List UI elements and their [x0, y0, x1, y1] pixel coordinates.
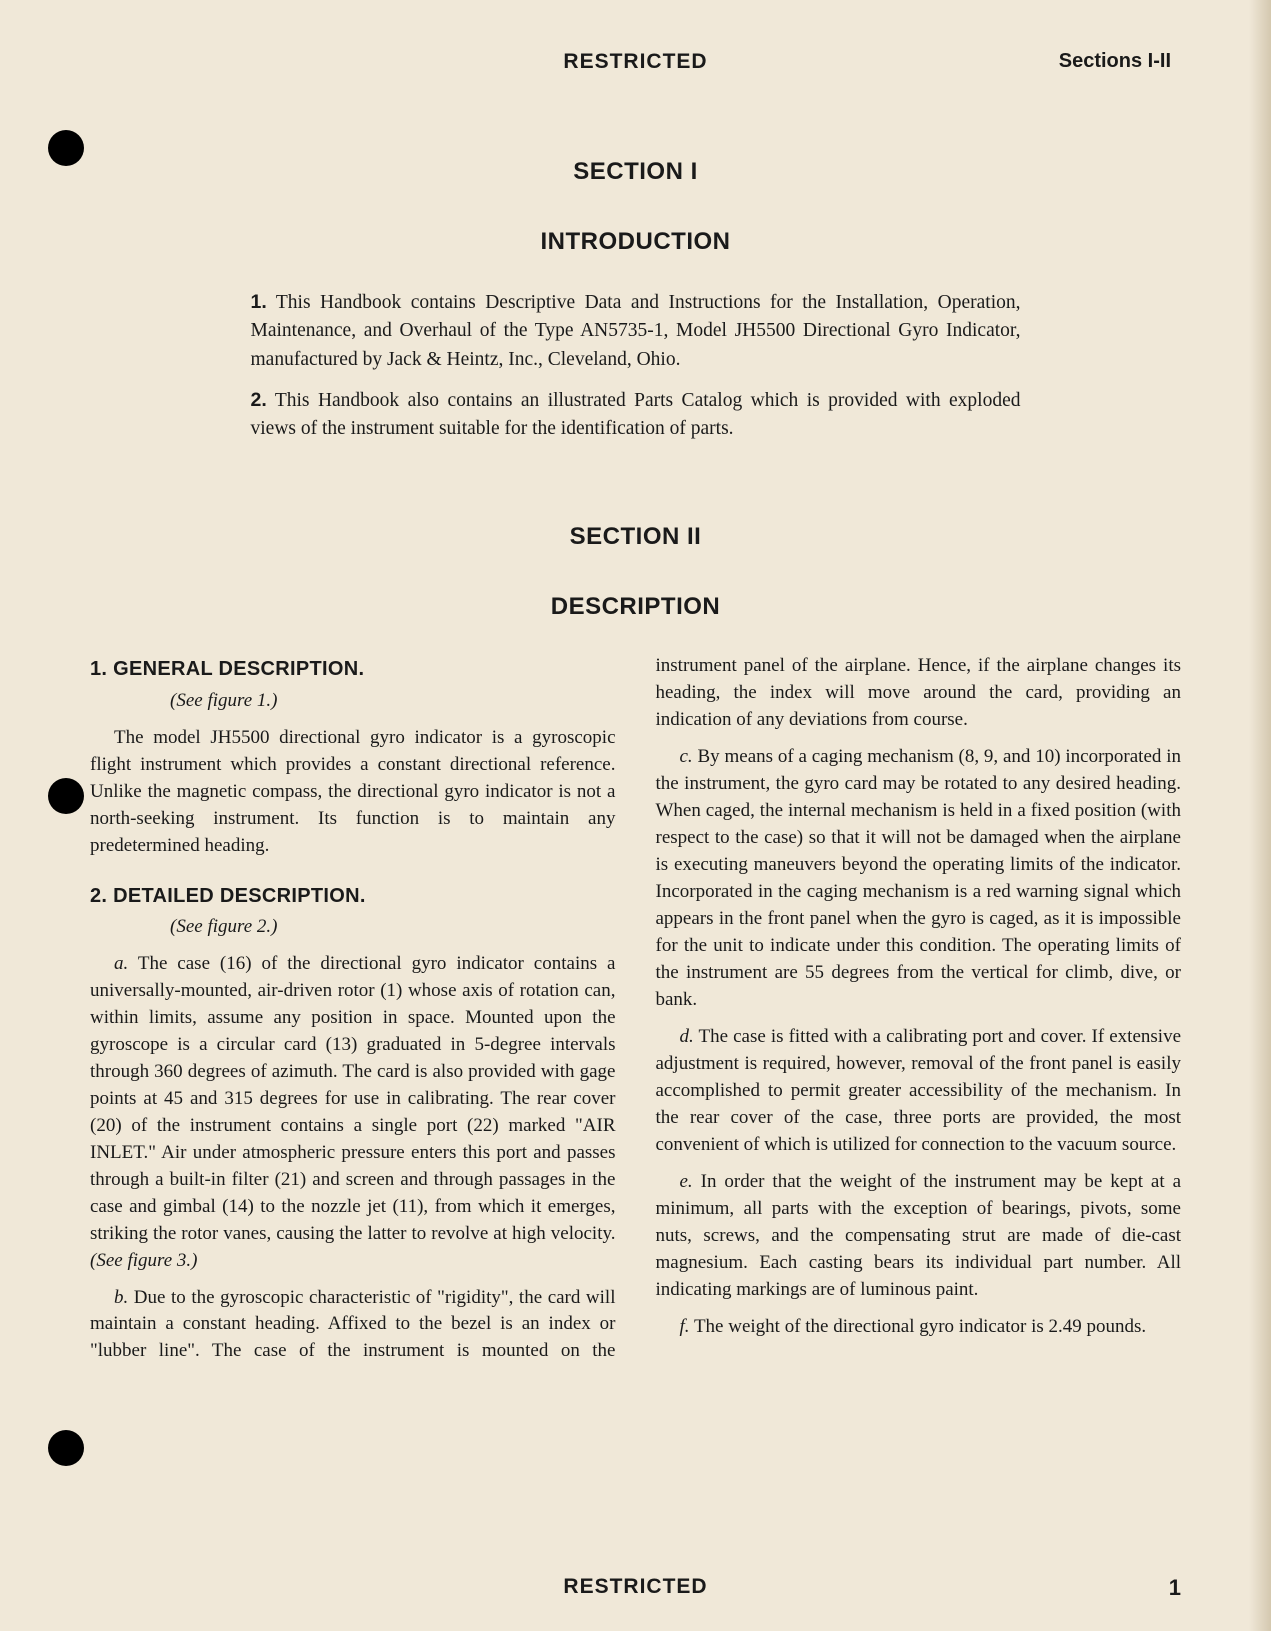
footer-classification: RESTRICTED — [563, 1575, 707, 1599]
para-d-letter: d. — [680, 1026, 694, 1047]
para-a-fig: (See figure 3.) — [90, 1250, 197, 1271]
see-figure-2: (See figure 2.) — [170, 914, 616, 941]
detailed-description-heading-block: 2. DETAILED DESCRIPTION. (See figure 2.) — [90, 882, 616, 941]
page-number: 1 — [1169, 1575, 1181, 1601]
intro-1-number: 1. — [251, 291, 267, 313]
para-f-letter: f. — [680, 1316, 690, 1337]
see-figure-1: (See figure 1.) — [170, 688, 616, 715]
header-classification: RESTRICTED — [563, 50, 707, 74]
detailed-para-a: a. The case (16) of the directional gyro… — [90, 951, 616, 1275]
introduction-block: 1. This Handbook contains Descriptive Da… — [251, 288, 1021, 443]
detailed-para-f: f. The weight of the directional gyro in… — [656, 1314, 1182, 1341]
general-description-heading: 1. GENERAL DESCRIPTION. — [90, 655, 616, 683]
para-c-text: By means of a caging mechanism (8, 9, an… — [656, 746, 1182, 1010]
para-f-text: The weight of the directional gyro indic… — [690, 1316, 1147, 1337]
para-e-text: In order that the weight of the instrume… — [656, 1171, 1182, 1300]
para-e-letter: e. — [680, 1171, 693, 1192]
section-2-title: SECTION II — [90, 523, 1181, 551]
section-1-subtitle: INTRODUCTION — [90, 228, 1181, 256]
detailed-para-c: c. By means of a caging mechanism (8, 9,… — [656, 744, 1182, 1014]
para-a-letter: a. — [114, 953, 128, 974]
intro-2-text: This Handbook also contains an illustrat… — [251, 390, 1021, 439]
page-footer: RESTRICTED 1 — [90, 1575, 1181, 1601]
para-a-text: The case (16) of the directional gyro in… — [90, 953, 616, 1244]
intro-paragraph-1: 1. This Handbook contains Descriptive Da… — [251, 288, 1021, 374]
intro-1-text: This Handbook contains Descriptive Data … — [251, 292, 1021, 370]
detailed-description-heading: 2. DETAILED DESCRIPTION. — [90, 882, 616, 910]
section-2-subtitle: DESCRIPTION — [90, 593, 1181, 621]
para-d-text: The case is fitted with a calibrating po… — [656, 1026, 1182, 1155]
intro-paragraph-2: 2. This Handbook also contains an illust… — [251, 386, 1021, 444]
section-1-title: SECTION I — [90, 158, 1181, 186]
detailed-para-d: d. The case is fitted with a calibrating… — [656, 1024, 1182, 1159]
document-page: RESTRICTED Sections I-II SECTION I INTRO… — [0, 0, 1271, 1631]
page-header: RESTRICTED Sections I-II — [90, 50, 1181, 73]
para-b-letter: b. — [114, 1287, 128, 1308]
general-description-heading-block: 1. GENERAL DESCRIPTION. (See figure 1.) — [90, 655, 616, 714]
header-section-label: Sections I-II — [1059, 50, 1171, 73]
general-description-para: The model JH5500 directional gyro indica… — [90, 725, 616, 860]
detailed-para-e: e. In order that the weight of the instr… — [656, 1169, 1182, 1304]
intro-2-number: 2. — [251, 389, 267, 411]
description-columns: 1. GENERAL DESCRIPTION. (See figure 1.) … — [90, 653, 1181, 1365]
para-c-letter: c. — [680, 746, 693, 767]
